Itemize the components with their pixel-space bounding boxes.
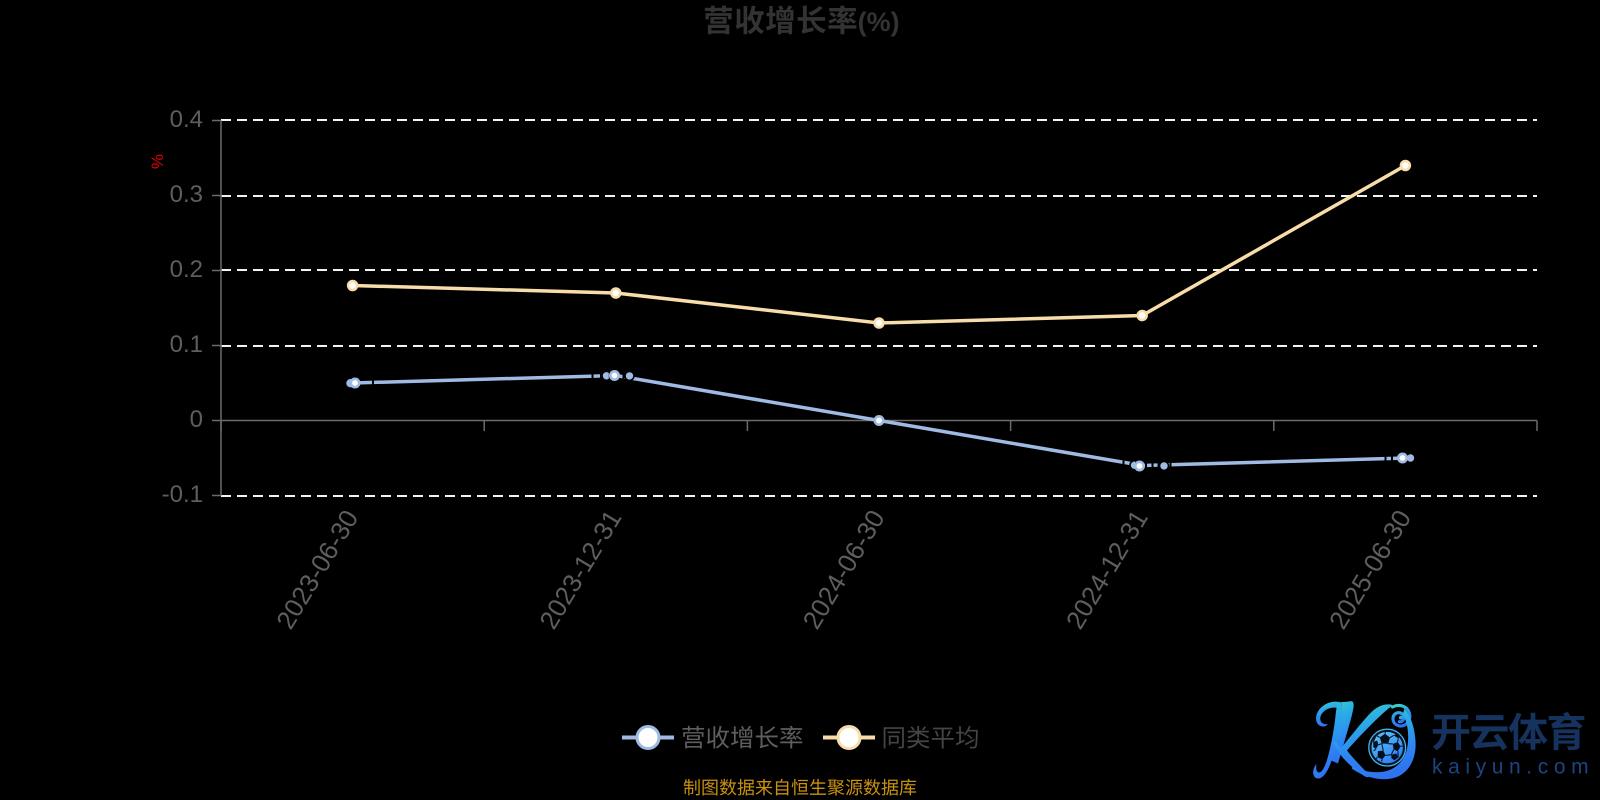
- svg-text:%: %: [148, 154, 167, 169]
- svg-text:0.2: 0.2: [170, 256, 203, 283]
- svg-text:(%): (%): [858, 7, 900, 37]
- svg-text:0.3: 0.3: [170, 181, 203, 208]
- svg-text:0: 0: [190, 406, 203, 433]
- svg-text:0.1: 0.1: [170, 331, 203, 358]
- svg-text:kaiyun.com: kaiyun.com: [1432, 756, 1594, 779]
- svg-text:-0.1: -0.1: [162, 481, 203, 508]
- svg-text:0.4: 0.4: [170, 106, 203, 133]
